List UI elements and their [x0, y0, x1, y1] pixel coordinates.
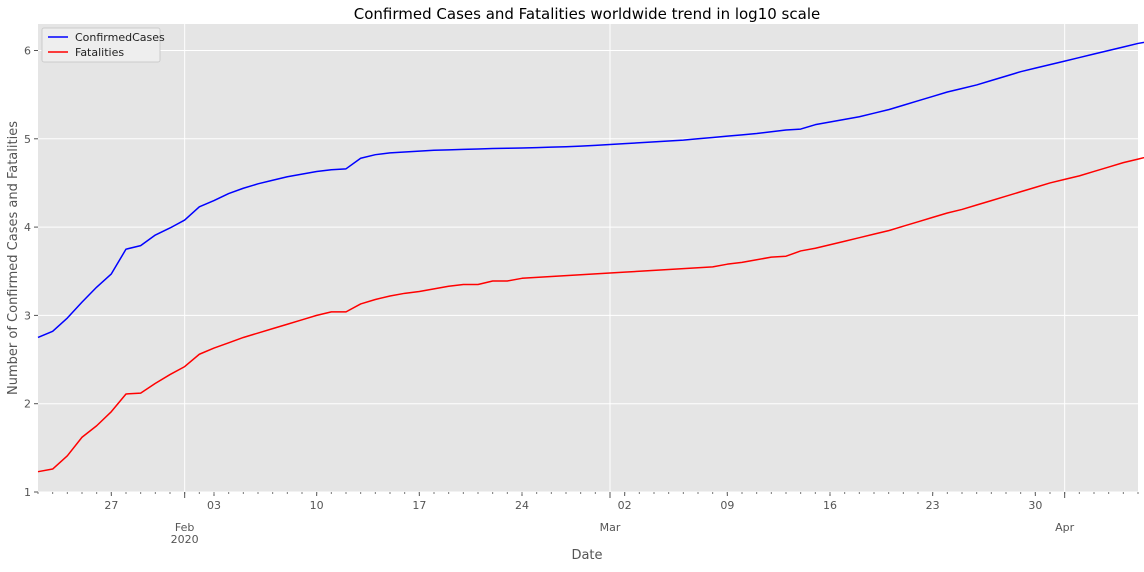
x-minor-tick-label: 09	[720, 499, 734, 512]
series-lines	[37, 41, 1144, 473]
x-major-tick-label: Mar	[600, 521, 621, 534]
x-axis-label: Date	[571, 548, 602, 563]
legend-label-fatalities: Fatalities	[75, 46, 124, 59]
y-axis-label: Number of Confirmed Cases and Fatalities	[6, 121, 21, 395]
x-major-tick-label: Apr	[1055, 521, 1075, 534]
y-axis: 1 2 3 4 5 6	[24, 44, 38, 499]
y-tick-label: 2	[24, 398, 31, 411]
x-minor-tick-label: 17	[412, 499, 426, 512]
series-line-confirmedcases	[37, 41, 1144, 339]
x-minor-tick-label: 23	[926, 499, 940, 512]
y-tick-label: 4	[24, 221, 31, 234]
legend-box	[41, 27, 161, 63]
x-minor-tick-label: 24	[515, 499, 529, 512]
legend: ConfirmedCases Fatalities	[41, 27, 165, 63]
grid-lines	[38, 24, 1138, 493]
y-tick-label: 3	[24, 309, 31, 322]
x-major-tick-sublabel: 2020	[171, 533, 199, 546]
y-tick-label: 1	[24, 486, 31, 499]
x-minor-tick-label: 27	[104, 499, 118, 512]
x-minor-tick-label: 10	[310, 499, 324, 512]
x-minor-tick-label: 16	[823, 499, 837, 512]
x-minor-tick-label: 30	[1028, 499, 1042, 512]
plot-area	[38, 24, 1138, 492]
legend-label-confirmedcases: ConfirmedCases	[75, 31, 165, 44]
x-minor-tick-label: 02	[618, 499, 632, 512]
chart-title: Confirmed Cases and Fatalities worldwide…	[354, 5, 820, 23]
y-tick-label: 5	[24, 133, 31, 146]
y-tick-label: 6	[24, 44, 31, 57]
series-line-fatalities	[37, 156, 1144, 473]
x-minor-tick-label: 03	[207, 499, 221, 512]
x-major-tick-label: Feb	[175, 521, 194, 534]
